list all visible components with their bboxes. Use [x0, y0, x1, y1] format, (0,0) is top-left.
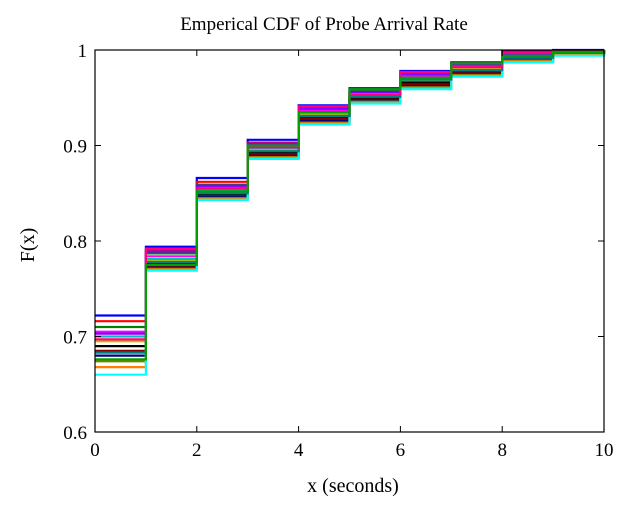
- x-tick-label: 4: [294, 440, 304, 461]
- x-tick-label: 8: [497, 440, 507, 461]
- x-tick-label: 6: [396, 440, 406, 461]
- y-tick-label: 0.6: [63, 423, 87, 444]
- y-tick-label: 1: [78, 41, 88, 62]
- chart-title: Emperical CDF of Probe Arrival Rate: [180, 14, 468, 35]
- x-tick-label: 2: [192, 440, 202, 461]
- y-axis-label: F(x): [17, 228, 39, 262]
- plot-area: 0 2 4 6 8 10 0.6 0.7 0.8 0.9 1: [63, 41, 613, 461]
- y-tick-label: 0.9: [63, 137, 87, 158]
- cdf-series-line-16: [95, 50, 606, 361]
- y-tick-label: 0.7: [63, 328, 87, 349]
- x-tick-label: 0: [90, 440, 100, 461]
- series-layer: [95, 48, 606, 376]
- x-tick-label: 10: [595, 440, 614, 461]
- x-axis-label: x (seconds): [307, 475, 399, 497]
- y-tick-label: 0.8: [63, 232, 87, 253]
- tick-layer: 0 2 4 6 8 10 0.6 0.7 0.8 0.9 1: [63, 41, 613, 461]
